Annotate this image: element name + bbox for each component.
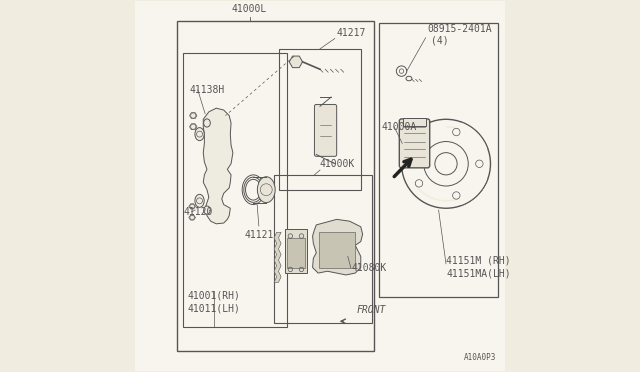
- Text: 41151MA(LH): 41151MA(LH): [446, 268, 511, 278]
- Bar: [177, 21, 374, 351]
- Ellipse shape: [195, 128, 204, 141]
- Polygon shape: [189, 215, 195, 220]
- Polygon shape: [289, 56, 303, 68]
- Bar: [287, 238, 305, 267]
- Text: (4): (4): [431, 35, 449, 45]
- Polygon shape: [456, 122, 488, 154]
- Ellipse shape: [204, 206, 211, 214]
- Ellipse shape: [204, 119, 211, 127]
- Text: 41120: 41120: [184, 207, 213, 217]
- Text: A10A0P3: A10A0P3: [463, 353, 496, 362]
- Text: 41011(LH): 41011(LH): [188, 303, 241, 313]
- Polygon shape: [189, 113, 197, 119]
- Polygon shape: [189, 124, 197, 130]
- Polygon shape: [204, 108, 233, 224]
- Bar: [279, 49, 361, 190]
- Polygon shape: [312, 219, 363, 275]
- Bar: [403, 118, 426, 126]
- Bar: [380, 23, 498, 297]
- Text: 41121: 41121: [244, 231, 273, 240]
- Ellipse shape: [257, 177, 275, 203]
- FancyBboxPatch shape: [399, 119, 429, 168]
- Polygon shape: [189, 204, 195, 209]
- Text: 41217: 41217: [337, 28, 366, 38]
- FancyBboxPatch shape: [314, 105, 337, 156]
- Bar: [285, 229, 307, 273]
- Text: 41138H: 41138H: [189, 85, 225, 94]
- Polygon shape: [456, 173, 488, 206]
- Text: 08915-2401A: 08915-2401A: [428, 24, 492, 34]
- Text: 41000L: 41000L: [232, 4, 268, 14]
- Text: 41151M (RH): 41151M (RH): [446, 255, 511, 265]
- Text: 41000K: 41000K: [320, 159, 355, 169]
- Ellipse shape: [195, 194, 204, 207]
- Text: FRONT: FRONT: [357, 305, 387, 315]
- Bar: [319, 232, 355, 268]
- Polygon shape: [274, 232, 281, 282]
- Bar: [183, 52, 287, 327]
- Bar: [274, 175, 372, 323]
- Text: 41000A: 41000A: [381, 122, 417, 132]
- Text: 41080K: 41080K: [351, 263, 387, 273]
- Text: 41001(RH): 41001(RH): [188, 290, 241, 300]
